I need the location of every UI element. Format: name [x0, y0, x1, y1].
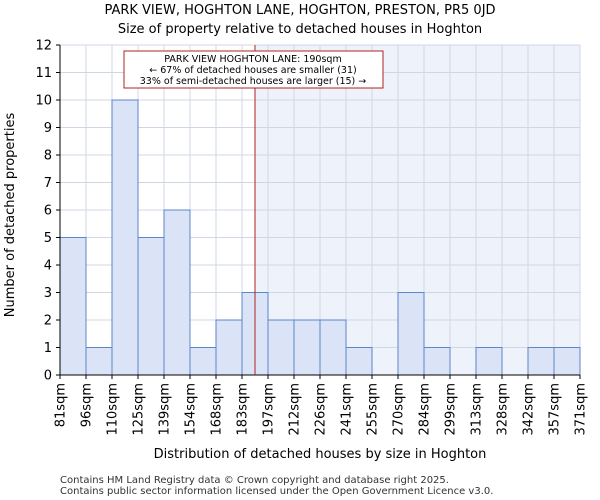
x-tick-label: 241sqm	[340, 383, 355, 436]
y-tick-label: 1	[44, 341, 52, 356]
x-tick-label: 168sqm	[210, 383, 225, 436]
bar-342sqm	[527, 347, 555, 376]
y-tick-label: 8	[44, 149, 52, 164]
y-tick-label: 11	[35, 66, 52, 81]
annotation-box: PARK VIEW HOGHTON LANE: 190sqm ← 67% of …	[123, 50, 384, 89]
y-tick-label: 3	[44, 286, 52, 301]
annotation-line2: ← 67% of detached houses are smaller (31…	[149, 65, 356, 76]
x-tick-label: 154sqm	[184, 383, 199, 436]
x-tick-label: 81sqm	[54, 383, 69, 427]
x-tick-label: 139sqm	[158, 383, 173, 436]
bar-270sqm	[397, 292, 425, 376]
x-tick-label: 197sqm	[262, 383, 277, 436]
y-tick-label: 0	[44, 369, 52, 384]
x-tick-label: 212sqm	[288, 383, 303, 436]
x-tick-label: 183sqm	[236, 383, 251, 436]
bar-96sqm	[85, 347, 113, 376]
bar-139sqm	[163, 209, 191, 376]
x-tick-label: 299sqm	[444, 383, 459, 436]
bar-168sqm	[215, 319, 243, 376]
y-tick-label: 5	[44, 231, 52, 246]
x-axis-title: Distribution of detached houses by size …	[154, 447, 487, 462]
bar-197sqm	[267, 319, 295, 376]
bar-81sqm	[59, 237, 87, 376]
x-tick-label: 313sqm	[470, 383, 485, 436]
bar-241sqm	[345, 347, 373, 376]
x-tick-label: 342sqm	[522, 383, 537, 436]
y-tick-label: 10	[35, 94, 52, 109]
bar-226sqm	[319, 319, 347, 376]
chart-title-line1: PARK VIEW, HOGHTON LANE, HOGHTON, PRESTO…	[104, 3, 495, 18]
x-tick-label: 371sqm	[574, 383, 589, 436]
y-axis-title: Number of detached properties	[3, 113, 18, 318]
x-tick-labels: 81sqm 96sqm 110sqm 125sqm 139sqm 154sqm 168sqm…	[54, 375, 589, 436]
y-tick-label: 4	[44, 259, 52, 274]
footer-line1: Contains HM Land Registry data © Crown c…	[60, 475, 449, 486]
x-tick-label: 96sqm	[80, 383, 95, 427]
x-tick-label: 284sqm	[418, 383, 433, 436]
y-tick-label: 2	[44, 314, 52, 329]
x-tick-label: 357sqm	[548, 383, 563, 436]
bar-357sqm	[553, 347, 581, 376]
footer-line2: Contains public sector information licen…	[60, 486, 493, 497]
y-tick-label: 12	[35, 39, 52, 54]
annotation-line1: PARK VIEW HOGHTON LANE: 190sqm	[164, 54, 341, 65]
bar-125sqm	[137, 237, 165, 376]
bar-110sqm	[111, 99, 139, 376]
x-tick-label: 226sqm	[314, 383, 329, 436]
x-tick-label: 255sqm	[366, 383, 381, 436]
y-tick-label: 9	[44, 121, 52, 136]
x-tick-label: 125sqm	[132, 383, 147, 436]
y-tick-label: 6	[44, 204, 52, 219]
y-tick-label: 7	[44, 176, 52, 191]
x-tick-label: 328sqm	[496, 383, 511, 436]
bar-154sqm	[189, 347, 217, 376]
bar-212sqm	[293, 319, 321, 376]
x-tick-label: 110sqm	[106, 383, 121, 436]
bar-284sqm	[423, 347, 451, 376]
chart-title-line2: Size of property relative to detached ho…	[118, 22, 482, 37]
bar-313sqm	[475, 347, 503, 376]
x-tick-label: 270sqm	[392, 383, 407, 436]
annotation-line3: 33% of semi-detached houses are larger (…	[140, 76, 367, 87]
